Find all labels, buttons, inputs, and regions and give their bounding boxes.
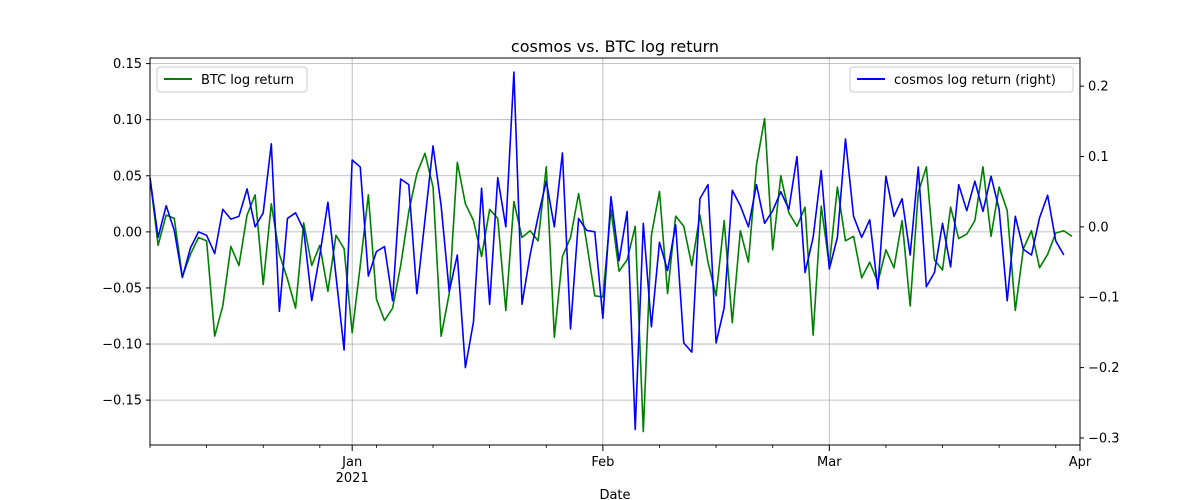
chart-title: cosmos vs. BTC log return: [511, 37, 719, 56]
left-y-tick-label: −0.15: [102, 394, 142, 409]
left-y-tick-label: 0.15: [113, 57, 142, 72]
right-y-tick-label: 0.2: [1088, 80, 1109, 95]
legend-cosmos-label: cosmos log return (right): [894, 73, 1056, 88]
plot-frame: [149, 57, 1081, 446]
right-y-tick-label: −0.3: [1088, 431, 1120, 446]
legend-cosmos: cosmos log return (right): [849, 66, 1074, 93]
right-axis: −0.3 −0.2 −0.1 0.0 0.1 0.2: [1080, 80, 1120, 446]
x-tick-sublabel: 2021: [336, 471, 369, 486]
x-tick-label: Jan: [341, 455, 362, 470]
left-y-tick-label: −0.05: [102, 281, 142, 296]
left-y-tick-label: 0.10: [113, 113, 142, 128]
legend-cosmos-box: [849, 66, 1074, 93]
btc-series-line: [149, 117, 1073, 433]
x-tick-label: Feb: [591, 455, 614, 470]
legend-btc-label: BTC log return: [201, 73, 294, 88]
left-axis: −0.15 −0.10 −0.05 0.00 0.05 0.10 0.15: [102, 57, 150, 409]
legend-btc: BTC log return: [156, 66, 308, 93]
left-y-tick-label: 0.00: [113, 225, 142, 240]
right-y-tick-label: 0.0: [1088, 220, 1109, 235]
left-y-tick-label: −0.10: [102, 338, 142, 353]
series-layer: [149, 71, 1073, 433]
left-y-tick-label: 0.05: [113, 169, 142, 184]
x-tick-label: Apr: [1069, 455, 1092, 470]
x-tick-label: Mar: [817, 455, 842, 470]
right-y-tick-label: −0.1: [1088, 291, 1120, 306]
x-axis-label: Date: [599, 488, 630, 500]
legend-btc-box: [156, 66, 308, 93]
cosmos-series-line: [149, 71, 1065, 431]
right-y-tick-label: −0.2: [1088, 361, 1120, 376]
right-y-tick-label: 0.1: [1088, 150, 1109, 165]
